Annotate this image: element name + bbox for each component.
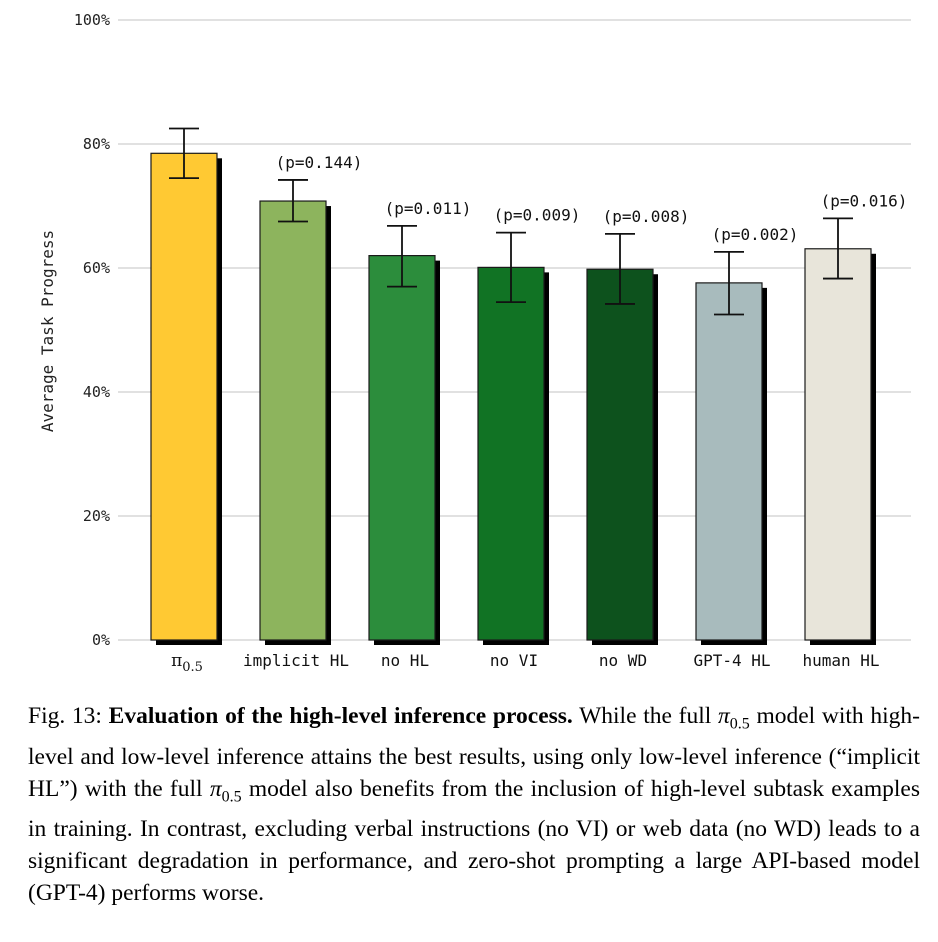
- p-value-label: (p=0.016): [821, 191, 908, 210]
- p-value-label: (p=0.002): [712, 225, 799, 244]
- caption-pi-symbol-2: π: [209, 775, 222, 802]
- y-tick-labels: 0% 20% 40% 60% 80% 100%: [74, 11, 110, 649]
- caption-fig-label: Fig. 13:: [28, 703, 109, 729]
- bar: [477, 266, 545, 641]
- y-tick-label: 60%: [83, 259, 110, 277]
- y-tick-label: 40%: [83, 383, 110, 401]
- y-tick-label: 80%: [83, 135, 110, 153]
- x-tick-label: no VI: [490, 651, 538, 670]
- caption-title: Evaluation of the high-level inference p…: [108, 703, 573, 729]
- x-tick-label: implicit HL: [243, 651, 349, 670]
- caption-text-2: model with high-level and low-level infe…: [28, 703, 920, 802]
- bar: [150, 152, 218, 641]
- x-tick-label: π0.5: [171, 651, 203, 675]
- figure-caption: Fig. 13: Evaluation of the high-level in…: [28, 700, 920, 909]
- y-axis-title: Average Task Progress: [38, 230, 57, 432]
- x-tick-labels: π0.5 implicit HL no HL no VI no WD GPT-4 HL hu…: [171, 651, 879, 675]
- caption-pi-subscript-2: 0.5: [221, 788, 242, 806]
- bar: [368, 255, 436, 641]
- y-tick-label: 20%: [83, 507, 110, 525]
- caption-text-1: While the full: [572, 703, 718, 729]
- caption-text-3: model also benefits from the inclusion o…: [28, 775, 920, 907]
- p-value-label: (p=0.144): [276, 153, 363, 172]
- x-tick-label: no WD: [599, 651, 647, 670]
- caption-pi-subscript: 0.5: [729, 715, 750, 733]
- y-tick-label: 100%: [74, 11, 110, 29]
- p-value-label: (p=0.009): [494, 206, 581, 225]
- bar: [586, 268, 654, 641]
- x-tick-label: GPT-4 HL: [693, 651, 770, 670]
- x-tick-label: no HL: [381, 651, 429, 670]
- x-tick-label: human HL: [802, 651, 879, 670]
- bar: [259, 200, 327, 641]
- bar: [695, 282, 763, 641]
- caption-pi-symbol: π: [717, 703, 730, 729]
- p-value-label: (p=0.011): [385, 199, 472, 218]
- p-value-label: (p=0.008): [603, 207, 690, 226]
- bars: (p=0.144) (p=0.011) (p=0.009) (p=0.008) (p=0…: [150, 127, 908, 646]
- y-tick-label: 0%: [92, 631, 110, 649]
- bar-chart: 0% 20% 40% 60% 80% 100% Average Task Progress…: [38, 11, 911, 675]
- bar: [804, 248, 872, 641]
